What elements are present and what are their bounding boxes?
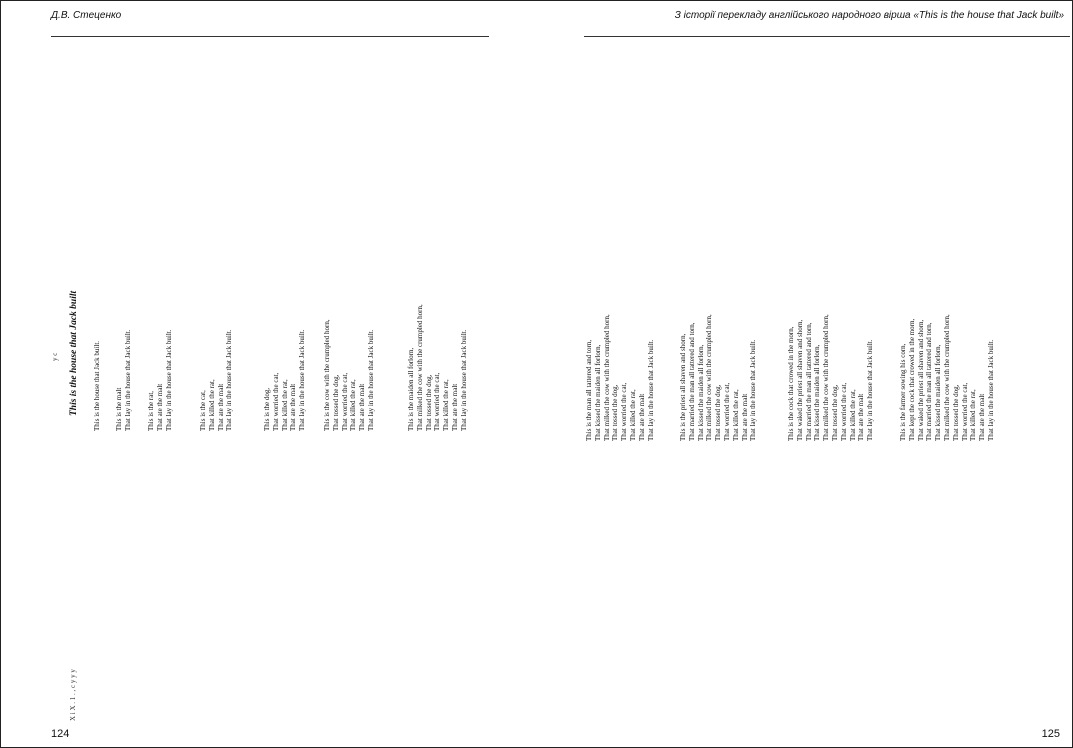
verse-line: That tossed the dog, xyxy=(611,314,620,441)
verse-line: That lay in the house that Jack built. xyxy=(647,314,656,441)
left-rotated-content: X i X . 1 . , c y y y y c This is the ho… xyxy=(1,201,2,741)
verse-line: This is the farmer sowing his corn, xyxy=(899,314,908,441)
left-running-header: Д.В. Стеценко xyxy=(51,10,121,21)
right-running-header: З історії перекладу англійського народно… xyxy=(675,10,1064,21)
verse-line: This is the maiden all forlorn, xyxy=(407,304,416,431)
verse-line: That killed the rat, xyxy=(281,330,290,431)
verse-line: That milked the cow with the crumpled ho… xyxy=(603,314,612,441)
verse-line: This is the dog, xyxy=(263,330,272,431)
verse-line: This is the malt xyxy=(115,330,124,431)
verse-line: That lay in the house that Jack built. xyxy=(367,319,376,431)
verse-line: That tossed the dog, xyxy=(952,314,961,441)
verse-line: That worried the cat, xyxy=(433,304,442,431)
verse-line: That ate the malt xyxy=(217,330,226,431)
verse-line: That killed the rat, xyxy=(442,304,451,431)
verse-line: That kept the cock that crowed in the mo… xyxy=(908,314,917,441)
verse-line: That ate the malt xyxy=(451,304,460,431)
verse-line: That killed the rat, xyxy=(732,314,741,441)
verse-line: That killed the rat, xyxy=(349,319,358,431)
verse-line: That waked the priest all shaven and sho… xyxy=(917,314,926,441)
verse-line: That married the man all tattered and to… xyxy=(925,314,934,441)
verse-line: That worried the cat, xyxy=(272,330,281,431)
verse-line: This is the house that Jack built. xyxy=(93,341,102,431)
right-header-rule xyxy=(584,36,1070,37)
verse-line: That lay in the house that Jack built. xyxy=(124,330,133,431)
verse-line: That worried the cat, xyxy=(620,314,629,441)
verse-line: That worried the cat, xyxy=(961,314,970,441)
verse-line: That kissed the maiden all forlorn, xyxy=(934,314,943,441)
verse-line: That worried the cat, xyxy=(723,314,732,441)
right-stanza-1: This is the man all tattered and torn, T… xyxy=(585,314,655,441)
verse-line: That married the man all tattered and to… xyxy=(805,314,814,441)
right-stanza-2: This is the priest all shaven and shorn,… xyxy=(679,314,758,441)
verse-line: That lay in the house that Jack built. xyxy=(165,330,174,431)
verse-line: That ate the malt xyxy=(289,330,298,431)
verse-line: This is the cow with the crumpled horn, xyxy=(323,319,332,431)
left-stanza-7: This is the maiden all forlorn, That mil… xyxy=(407,304,469,431)
verse-line: That milked the cow with the crumpled ho… xyxy=(822,314,831,441)
left-stanza-1: This is the house that Jack built. xyxy=(93,341,102,431)
right-stanza-4: This is the farmer sowing his corn, That… xyxy=(899,314,996,441)
left-stanza-3: This is the rat, That ate the malt That … xyxy=(147,330,173,431)
verse-line: That worried the cat, xyxy=(341,319,350,431)
right-stanza-3: This is the cock that crowed in the morn… xyxy=(787,314,875,441)
poem-title: This is the house that Jack built xyxy=(69,291,79,416)
verse-line: That worried the cat, xyxy=(840,314,849,441)
left-stanza-4: This is the cat, That killed the rat, Th… xyxy=(199,330,234,431)
left-translit-header: X i X . 1 . , c y y y xyxy=(69,669,77,721)
left-stanza-2: This is the malt That lay in the house t… xyxy=(115,330,133,431)
verse-line: That lay in the house that Jack built. xyxy=(866,314,875,441)
verse-line: This is the man all tattered and torn, xyxy=(585,314,594,441)
right-page: З історії перекладу англійського народно… xyxy=(537,1,1072,747)
verse-line: That married the man all tattered and to… xyxy=(688,314,697,441)
verse-line: This is the cat, xyxy=(199,330,208,431)
verse-line: This is the priest all shaven and shorn, xyxy=(679,314,688,441)
right-rotated-content: This is the man all tattered and torn, T… xyxy=(537,201,538,741)
verse-line: That ate the malt xyxy=(156,330,165,431)
verse-line: That kissed the maiden all forlorn, xyxy=(813,314,822,441)
verse-line: That ate the malt xyxy=(358,319,367,431)
verse-line: That killed the rat, xyxy=(208,330,217,431)
left-page: Д.В. Стеценко X i X . 1 . , c y y y y c … xyxy=(1,1,536,747)
verse-line: That lay in the house that Jack built. xyxy=(987,314,996,441)
verse-line: That tossed the dog, xyxy=(425,304,434,431)
verse-line: That kissed the maiden all forlorn, xyxy=(697,314,706,441)
verse-line: That kissed the maiden all forlorn, xyxy=(594,314,603,441)
verse-line: That killed the rat, xyxy=(969,314,978,441)
verse-line: That ate the malt xyxy=(978,314,987,441)
left-page-number: 124 xyxy=(51,728,69,740)
verse-line: That waked the priest all shaven and sho… xyxy=(796,314,805,441)
verse-line: That milked the cow with the crumpled ho… xyxy=(943,314,952,441)
verse-line: That ate the malt xyxy=(638,314,647,441)
right-page-number: 125 xyxy=(1042,728,1060,740)
verse-line: That ate the malt xyxy=(741,314,750,441)
verse-line: That lay in the house that Jack built. xyxy=(749,314,758,441)
verse-line: That killed the rat, xyxy=(629,314,638,441)
verse-line: That milked the cow with the crumpled ho… xyxy=(705,314,714,441)
verse-line: That lay in the house that Jack built. xyxy=(225,330,234,431)
left-header-rule xyxy=(51,36,489,37)
left-stanza-5: This is the dog, That worried the cat, T… xyxy=(263,330,307,431)
verse-line: This is the cock that crowed in the morn… xyxy=(787,314,796,441)
verse-line: That milked the cow with the crumpled ho… xyxy=(416,304,425,431)
left-translit-title-marks: y c xyxy=(51,353,59,361)
verse-line: That lay in the house that Jack built. xyxy=(460,304,469,431)
verse-line: This is the rat, xyxy=(147,330,156,431)
left-stanza-6: This is the cow with the crumpled horn, … xyxy=(323,319,376,431)
verse-line: That tossed the dog, xyxy=(831,314,840,441)
verse-line: That tossed the dog, xyxy=(714,314,723,441)
verse-line: That ate the malt xyxy=(857,314,866,441)
verse-line: That lay in the house that Jack built. xyxy=(298,330,307,431)
verse-line: That killed the rat, xyxy=(849,314,858,441)
verse-line: That tossed the dog, xyxy=(332,319,341,431)
